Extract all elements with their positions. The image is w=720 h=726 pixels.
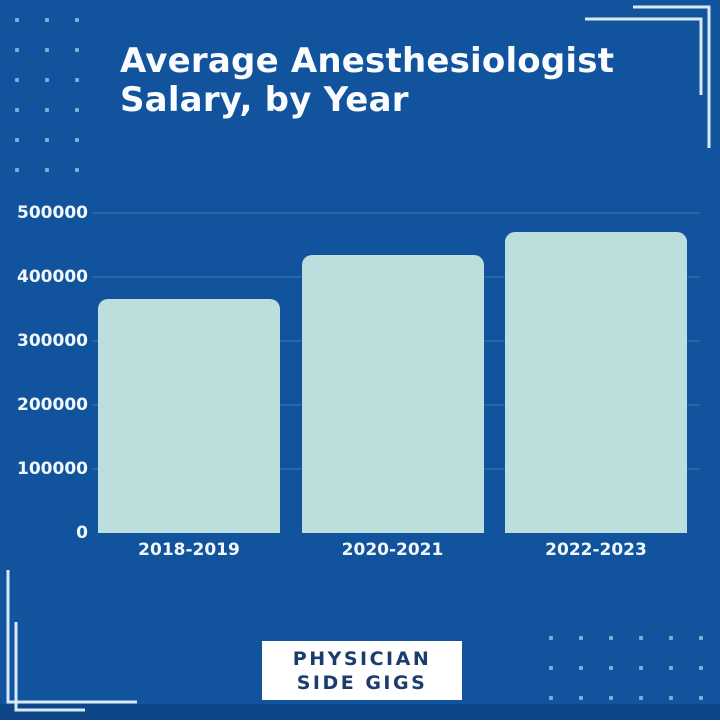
decorative-dot: [15, 138, 19, 142]
decorative-dot: [75, 108, 79, 112]
logo-line-2: SIDE GIGS: [296, 671, 428, 694]
x-axis-category-label: 2020-2021: [341, 540, 444, 560]
decorative-dot: [669, 636, 673, 640]
decorative-dot: [45, 18, 49, 22]
title-line-1: Average Anesthesiologist: [120, 41, 615, 81]
decorative-dot: [15, 108, 19, 112]
y-axis-tick-label: 0: [76, 523, 88, 543]
decorative-dot: [699, 636, 703, 640]
y-axis-tick-label: 300000: [17, 331, 88, 351]
title-line-2: Salary, by Year: [120, 80, 409, 120]
decorative-dot: [669, 666, 673, 670]
decorative-dot: [45, 78, 49, 82]
decorative-dot: [639, 666, 643, 670]
decorative-dot: [15, 168, 19, 172]
decorative-dot: [699, 696, 703, 700]
decorative-dot: [549, 666, 553, 670]
dot-grid-bottom-right: [549, 636, 720, 726]
decorative-dot: [45, 168, 49, 172]
decorative-dot: [579, 666, 583, 670]
y-axis-tick-label: 500000: [17, 203, 88, 223]
decorative-dot: [75, 168, 79, 172]
decorative-dot: [699, 666, 703, 670]
decorative-dot: [45, 108, 49, 112]
footer-logo-box: PHYSICIAN SIDE GIGS: [262, 641, 462, 700]
decorative-dot: [75, 78, 79, 82]
decorative-dot: [609, 666, 613, 670]
dot-grid-top-left: [15, 18, 105, 198]
decorative-dot: [75, 138, 79, 142]
decorative-dot: [549, 636, 553, 640]
bar-2022-2023: [505, 232, 687, 533]
decorative-dot: [579, 636, 583, 640]
gridline: [92, 212, 700, 214]
y-axis-tick-label: 100000: [17, 459, 88, 479]
bottom-strip: [0, 704, 720, 720]
decorative-dot: [639, 636, 643, 640]
x-axis-category-label: 2018-2019: [138, 540, 240, 560]
y-axis-tick-label: 400000: [17, 267, 88, 287]
decorative-dot: [579, 696, 583, 700]
logo-line-1: PHYSICIAN: [292, 647, 432, 670]
decorative-dot: [75, 18, 79, 22]
decorative-dot: [15, 78, 19, 82]
decorative-dot: [609, 636, 613, 640]
bar-2018-2019: [98, 299, 280, 533]
decorative-dot: [15, 48, 19, 52]
bar-2020-2021: [301, 254, 484, 533]
x-axis-category-label: 2022-2023: [545, 540, 647, 560]
decorative-dot: [45, 138, 49, 142]
page-title: Average Anesthesiologist Salary, by Year: [120, 42, 614, 120]
decorative-dot: [15, 18, 19, 22]
decorative-dot: [669, 696, 673, 700]
decorative-dot: [609, 696, 613, 700]
y-axis-tick-label: 200000: [17, 395, 88, 415]
decorative-dot: [639, 696, 643, 700]
decorative-dot: [45, 48, 49, 52]
decorative-dot: [549, 696, 553, 700]
decorative-dot: [75, 48, 79, 52]
